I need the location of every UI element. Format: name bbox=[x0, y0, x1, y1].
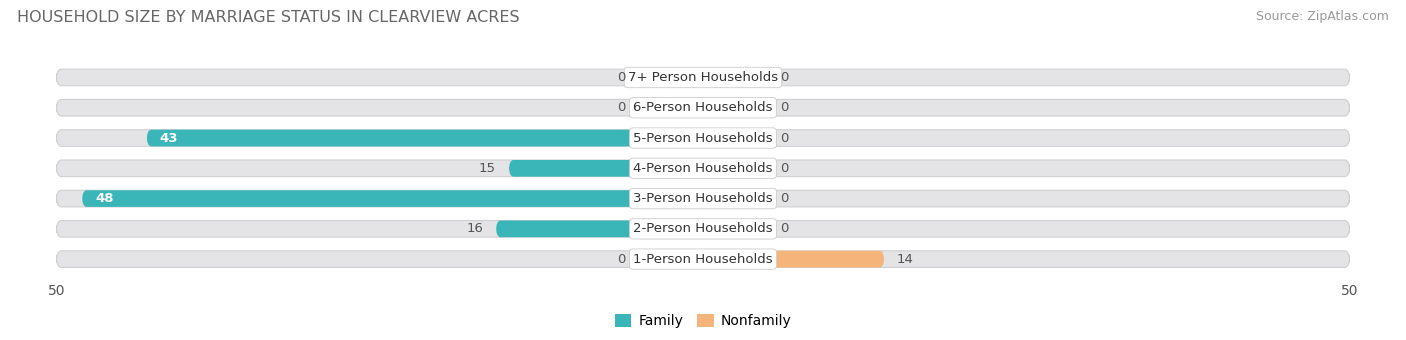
Text: 48: 48 bbox=[96, 192, 114, 205]
FancyBboxPatch shape bbox=[703, 99, 768, 116]
Text: 5-Person Households: 5-Person Households bbox=[633, 132, 773, 144]
Text: 1-Person Households: 1-Person Households bbox=[633, 253, 773, 266]
FancyBboxPatch shape bbox=[496, 221, 703, 237]
FancyBboxPatch shape bbox=[56, 99, 1350, 116]
Text: 43: 43 bbox=[160, 132, 179, 144]
FancyBboxPatch shape bbox=[703, 251, 884, 268]
Text: 15: 15 bbox=[479, 162, 496, 175]
FancyBboxPatch shape bbox=[82, 190, 703, 207]
Text: 0: 0 bbox=[617, 101, 626, 114]
FancyBboxPatch shape bbox=[56, 251, 1350, 268]
Text: 2-Person Households: 2-Person Households bbox=[633, 222, 773, 235]
FancyBboxPatch shape bbox=[638, 251, 703, 268]
FancyBboxPatch shape bbox=[703, 221, 768, 237]
FancyBboxPatch shape bbox=[638, 69, 703, 86]
Text: 16: 16 bbox=[467, 222, 484, 235]
Text: HOUSEHOLD SIZE BY MARRIAGE STATUS IN CLEARVIEW ACRES: HOUSEHOLD SIZE BY MARRIAGE STATUS IN CLE… bbox=[17, 10, 519, 25]
FancyBboxPatch shape bbox=[56, 69, 1350, 86]
Text: 7+ Person Households: 7+ Person Households bbox=[628, 71, 778, 84]
FancyBboxPatch shape bbox=[638, 99, 703, 116]
FancyBboxPatch shape bbox=[703, 130, 768, 146]
FancyBboxPatch shape bbox=[56, 160, 1350, 176]
FancyBboxPatch shape bbox=[703, 69, 768, 86]
Text: Source: ZipAtlas.com: Source: ZipAtlas.com bbox=[1256, 10, 1389, 23]
FancyBboxPatch shape bbox=[56, 190, 1350, 207]
FancyBboxPatch shape bbox=[509, 160, 703, 176]
Text: 0: 0 bbox=[780, 162, 789, 175]
Text: 0: 0 bbox=[780, 222, 789, 235]
Text: 3-Person Households: 3-Person Households bbox=[633, 192, 773, 205]
Text: 0: 0 bbox=[780, 101, 789, 114]
Text: 0: 0 bbox=[780, 132, 789, 144]
Text: 0: 0 bbox=[780, 192, 789, 205]
FancyBboxPatch shape bbox=[703, 190, 768, 207]
Text: 0: 0 bbox=[780, 71, 789, 84]
Text: 0: 0 bbox=[617, 71, 626, 84]
Text: 4-Person Households: 4-Person Households bbox=[633, 162, 773, 175]
FancyBboxPatch shape bbox=[146, 130, 703, 146]
FancyBboxPatch shape bbox=[703, 160, 768, 176]
FancyBboxPatch shape bbox=[56, 221, 1350, 237]
Text: 6-Person Households: 6-Person Households bbox=[633, 101, 773, 114]
Text: 0: 0 bbox=[617, 253, 626, 266]
Legend: Family, Nonfamily: Family, Nonfamily bbox=[609, 309, 797, 334]
FancyBboxPatch shape bbox=[56, 130, 1350, 146]
Text: 14: 14 bbox=[897, 253, 914, 266]
